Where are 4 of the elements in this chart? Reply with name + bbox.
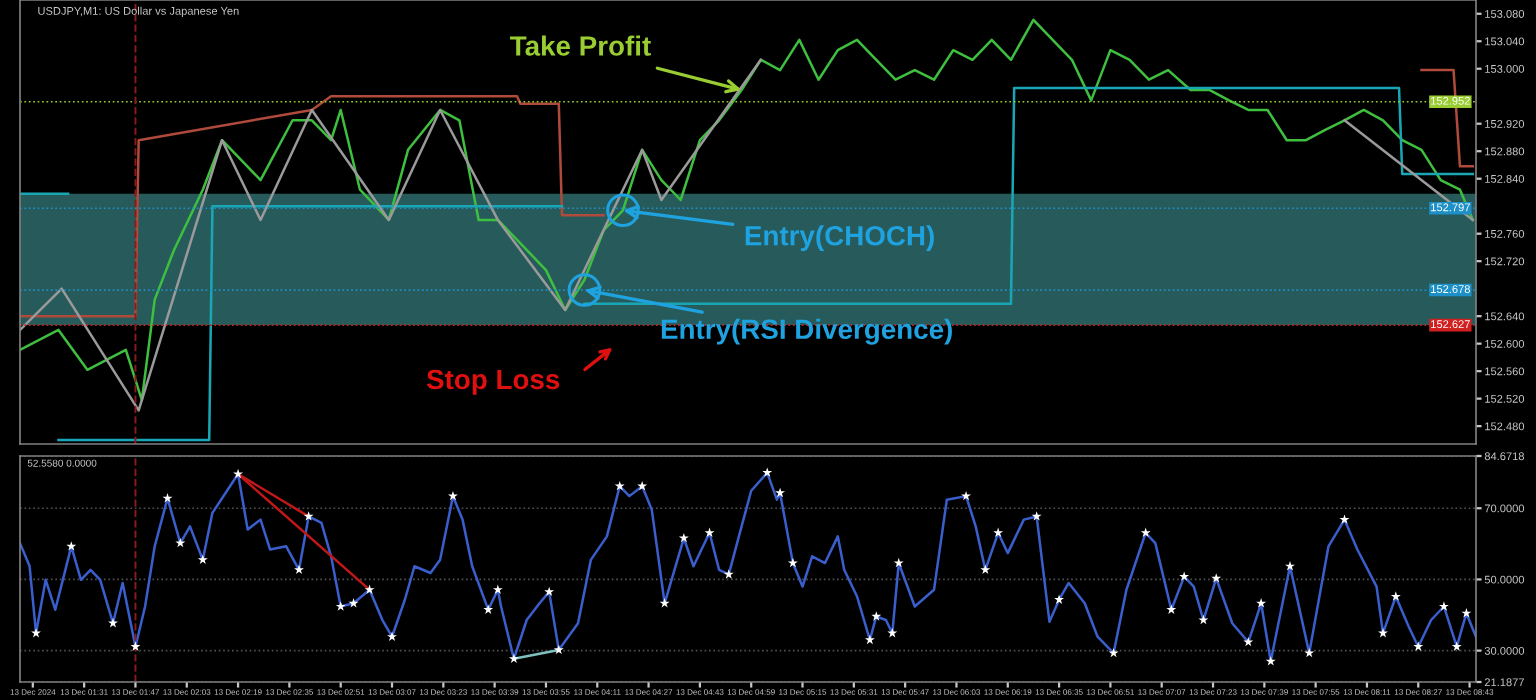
annotation: Entry(RSI Divergence)	[661, 318, 952, 345]
annotation: Take Profit	[510, 35, 651, 56]
annotation: Stop Loss	[426, 369, 560, 395]
annotation: Entry(CHOCH)	[745, 225, 934, 252]
